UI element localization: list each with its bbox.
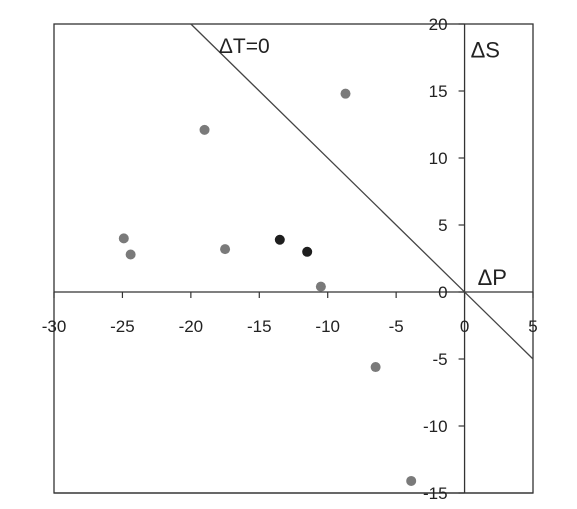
y-tick-label: 5 [438, 216, 447, 235]
data-point [125, 249, 136, 260]
x-tick-label: -15 [247, 317, 272, 336]
delta-t-zero-label: ΔT=0 [219, 35, 270, 58]
x-tick-label: -30 [42, 317, 67, 336]
y-tick-label: 20 [429, 15, 448, 34]
data-point [340, 88, 351, 99]
data-point [370, 362, 381, 373]
y-tick-label: 10 [429, 149, 448, 168]
x-tick-label: -5 [389, 317, 404, 336]
delta-t-zero-line [190, 23, 534, 360]
x-tick-label: 0 [460, 317, 469, 336]
data-point [315, 281, 326, 292]
x-tick-label: -20 [179, 317, 204, 336]
y-tick-label: -5 [432, 350, 447, 369]
data-point [274, 234, 285, 245]
data-point [118, 233, 129, 244]
x-tick-label: -25 [110, 317, 135, 336]
data-point [406, 475, 417, 486]
x-axis-label: ΔP [478, 265, 507, 290]
data-point [199, 124, 210, 135]
x-tick-label: -10 [315, 317, 340, 336]
data-point [220, 244, 231, 255]
y-tick-label: 0 [438, 283, 447, 302]
x-tick-label: 5 [528, 317, 537, 336]
data-point [302, 246, 313, 257]
y-tick-label: -15 [423, 484, 448, 503]
plot-frame [53, 23, 534, 494]
y-tick-label: 15 [429, 82, 448, 101]
y-axis-label: ΔS [471, 38, 500, 63]
y-tick-label: -10 [423, 417, 448, 436]
